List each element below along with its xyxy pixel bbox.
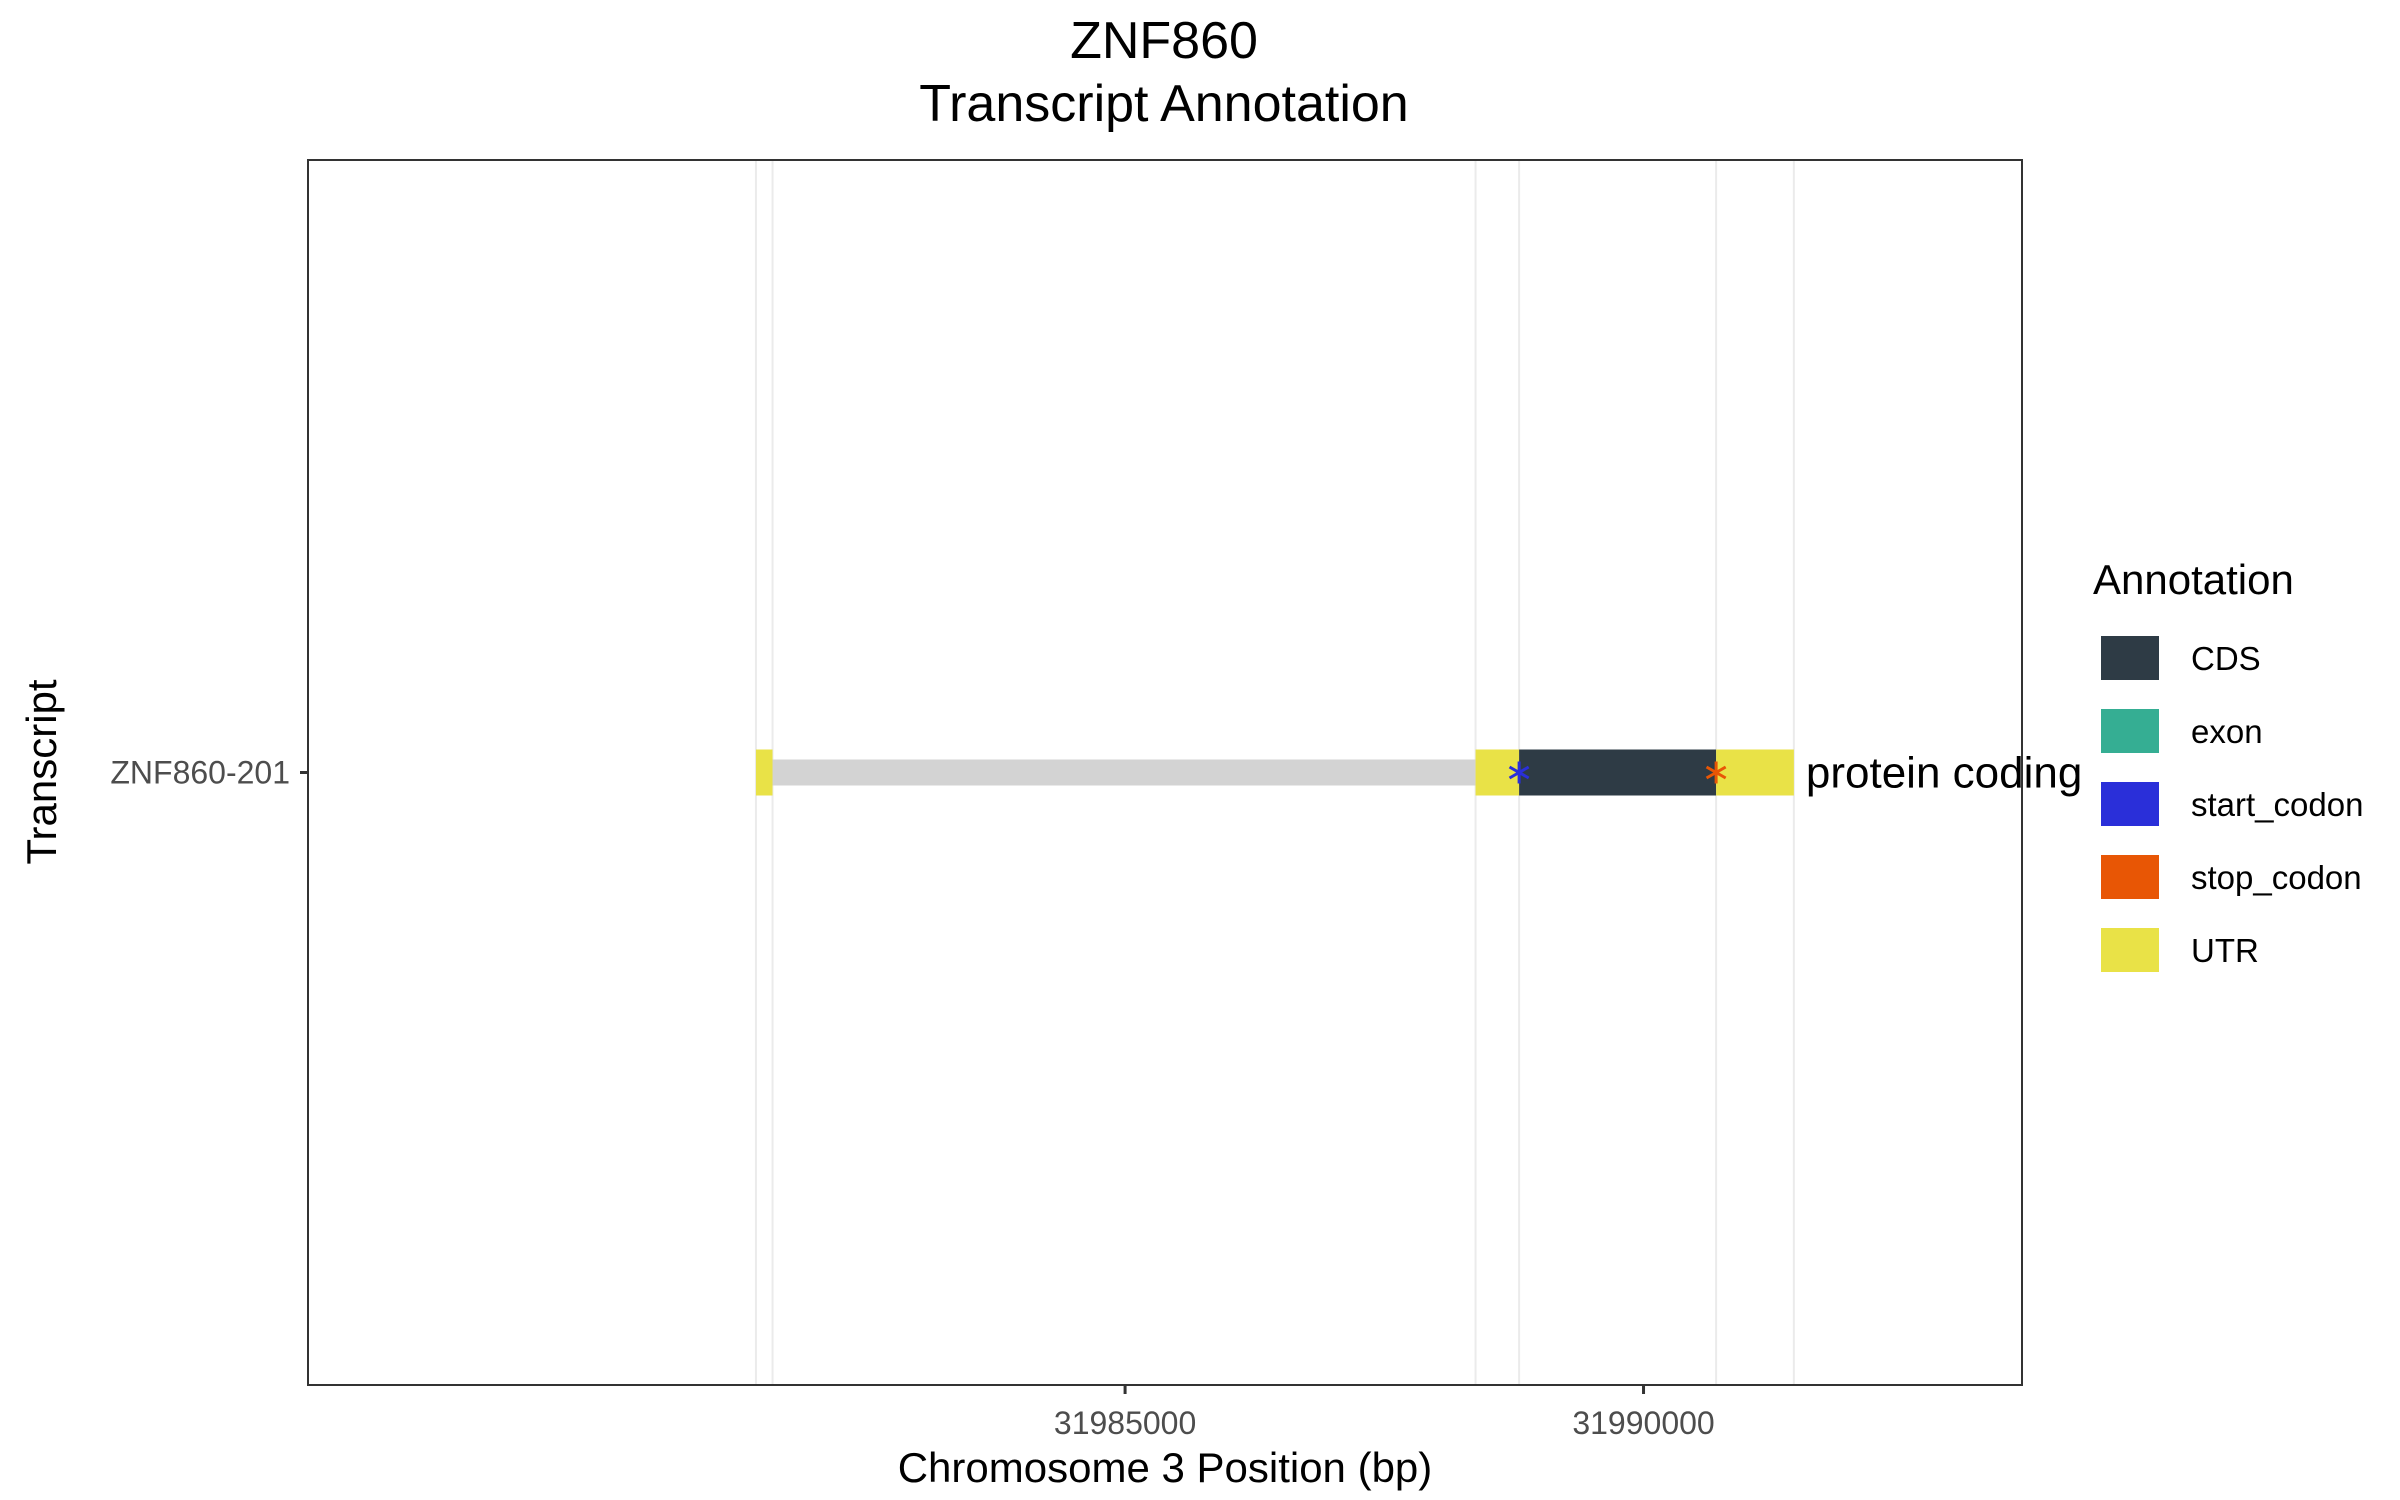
x-axis-title: Chromosome 3 Position (bp) bbox=[898, 1444, 1433, 1491]
intron-bar bbox=[772, 759, 1476, 786]
x-tick-label: 31985000 bbox=[1054, 1405, 1196, 1441]
utr-block bbox=[1475, 749, 1520, 796]
legend-label: UTR bbox=[2191, 932, 2259, 969]
legend-items: CDS exon start_codon stop_codon UTR bbox=[2101, 636, 2363, 972]
legend-swatch bbox=[2101, 636, 2159, 680]
axes: ZNF860-201 31985000 31990000 bbox=[110, 755, 1714, 1442]
chart-subtitle: Transcript Annotation bbox=[919, 75, 1408, 133]
codon-star-stroke bbox=[1705, 765, 1727, 780]
legend-swatch bbox=[2101, 928, 2159, 972]
utr-block bbox=[755, 749, 773, 796]
cds-block bbox=[1519, 749, 1717, 796]
utr-block bbox=[1716, 749, 1794, 796]
legend-swatch bbox=[2101, 782, 2159, 826]
legend-swatch bbox=[2101, 709, 2159, 753]
legend-label: stop_codon bbox=[2191, 859, 2362, 896]
stop-codon-marker bbox=[1705, 761, 1727, 784]
chart-title: ZNF860 bbox=[1070, 12, 1258, 70]
start-codon-marker bbox=[1508, 761, 1530, 784]
x-tick-label: 31990000 bbox=[1572, 1405, 1714, 1441]
legend-swatch bbox=[2101, 855, 2159, 899]
y-tick-label: ZNF860-201 bbox=[110, 755, 290, 791]
biotype-label: protein coding bbox=[1806, 749, 2082, 798]
legend: Annotation CDS exon start_codon stop_codon U… bbox=[2093, 556, 2363, 972]
codon-star-stroke bbox=[1508, 765, 1530, 780]
legend-label: CDS bbox=[2191, 640, 2261, 677]
legend-label: start_codon bbox=[2191, 786, 2363, 823]
legend-label: exon bbox=[2191, 713, 2263, 750]
transcript-tracks: protein coding bbox=[755, 749, 2082, 798]
legend-title: Annotation bbox=[2093, 556, 2294, 603]
y-axis-title: Transcript bbox=[18, 679, 65, 864]
